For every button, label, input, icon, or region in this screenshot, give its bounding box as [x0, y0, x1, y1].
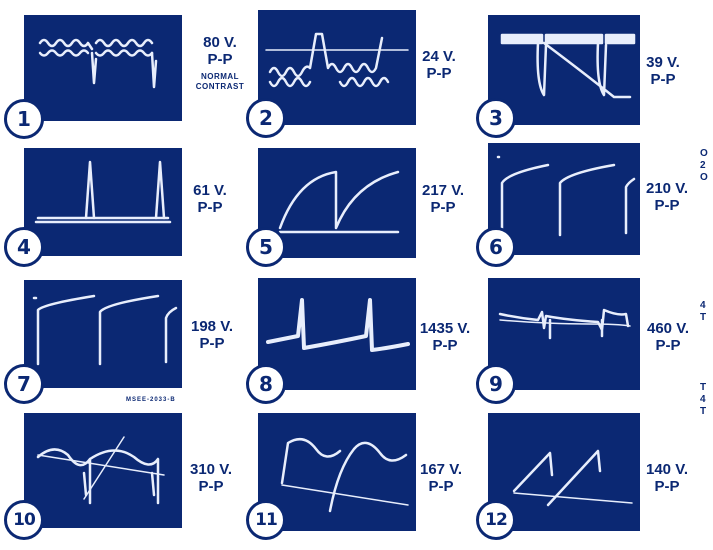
voltage-unit: P-P	[428, 478, 454, 495]
voltage-value: 167 V.	[420, 461, 462, 478]
voltage-label-1: 80 V. P-P	[185, 34, 255, 68]
note-line-2: CONTRAST	[195, 82, 245, 91]
voltage-value: 61 V.	[193, 182, 227, 199]
edge-line: O	[700, 148, 708, 159]
waveform-trace-5	[278, 170, 400, 234]
voltage-unit: P-P	[432, 337, 458, 354]
panel-number-9: 9	[476, 364, 516, 404]
voltage-value: 310 V.	[190, 461, 232, 478]
panel-number-12: 12	[476, 500, 516, 540]
note-line-1: NORMAL	[200, 72, 240, 81]
waveform-trace-2	[265, 32, 409, 88]
edge-fragment-3: T 4 T	[700, 382, 706, 418]
voltage-value: 80 V.	[203, 34, 237, 51]
panel-number-7: 7	[4, 364, 44, 404]
voltage-unit: P-P	[430, 199, 456, 216]
voltage-unit: P-P	[199, 335, 225, 352]
voltage-label-10: 310 V. P-P	[185, 461, 237, 495]
voltage-value: 39 V.	[646, 54, 680, 71]
scope-screen-4	[24, 148, 182, 256]
waveform-trace-4	[34, 160, 172, 224]
edge-line: O	[700, 172, 708, 183]
edge-line: T	[700, 382, 707, 393]
scope-screen-8	[258, 278, 416, 390]
edge-fragment-1: O 2 O	[700, 148, 708, 184]
panel-number-2: 2	[246, 98, 286, 138]
voltage-label-6: 210 V. P-P	[640, 180, 694, 214]
scope-screen-3	[488, 15, 640, 125]
voltage-unit: P-P	[426, 65, 452, 82]
waveform-trace-1	[38, 38, 158, 89]
voltage-value: 1435 V.	[419, 320, 471, 337]
voltage-label-7: 198 V. P-P	[185, 318, 239, 352]
voltage-label-2: 24 V. P-P	[414, 48, 464, 82]
voltage-label-3: 39 V. P-P	[640, 54, 686, 88]
normal-contrast-note: NORMAL CONTRAST	[183, 72, 257, 92]
scope-screen-9	[488, 278, 640, 390]
edge-line: 4	[700, 300, 706, 311]
panel-number-1: 1	[4, 99, 44, 139]
voltage-unit: P-P	[207, 51, 233, 68]
edge-line: 2	[700, 160, 706, 171]
panel-number-8: 8	[246, 364, 286, 404]
panel-number-6: 6	[476, 227, 516, 267]
edge-fragment-2: 4 T	[700, 300, 706, 324]
voltage-label-4: 61 V. P-P	[185, 182, 235, 216]
panel-number-3: 3	[476, 98, 516, 138]
waveform-trace-8	[266, 298, 410, 352]
edge-line: T	[700, 406, 707, 417]
voltage-unit: P-P	[197, 199, 223, 216]
waveform-trace-3	[500, 33, 636, 99]
edge-line: 4	[700, 394, 706, 405]
waveform-trace-12	[512, 449, 633, 507]
voltage-value: 210 V.	[646, 180, 688, 197]
voltage-unit: P-P	[654, 197, 680, 214]
voltage-unit: P-P	[654, 478, 680, 495]
panel-number-4: 4	[4, 227, 44, 267]
scope-screen-7	[24, 280, 182, 388]
voltage-value: 217 V.	[422, 182, 464, 199]
scope-screen-10	[24, 413, 182, 528]
waveform-trace-9	[498, 308, 631, 340]
scope-screen-2	[258, 10, 416, 125]
waveform-trace-10	[36, 436, 165, 505]
voltage-unit: P-P	[198, 478, 224, 495]
voltage-value: 24 V.	[422, 48, 456, 65]
waveform-trace-11	[280, 437, 409, 513]
scope-screen-1	[24, 15, 182, 121]
voltage-label-8: 1435 V. P-P	[412, 320, 478, 354]
voltage-value: 460 V.	[647, 320, 689, 337]
voltage-value: 140 V.	[646, 461, 688, 478]
waveform-trace-6	[496, 155, 636, 237]
voltage-label-5: 217 V. P-P	[414, 182, 472, 216]
panel-number-11: 11	[246, 500, 286, 540]
voltage-unit: P-P	[650, 71, 676, 88]
voltage-label-9: 460 V. P-P	[640, 320, 696, 354]
figure-code: MSEE-2033-B	[126, 397, 176, 403]
waveform-trace-7	[32, 294, 178, 366]
voltage-value: 198 V.	[191, 318, 233, 335]
panel-number-5: 5	[246, 227, 286, 267]
edge-line: T	[700, 312, 707, 323]
voltage-unit: P-P	[655, 337, 681, 354]
voltage-label-11: 167 V. P-P	[414, 461, 468, 495]
panel-number-10: 10	[4, 500, 44, 540]
voltage-label-12: 140 V. P-P	[640, 461, 694, 495]
